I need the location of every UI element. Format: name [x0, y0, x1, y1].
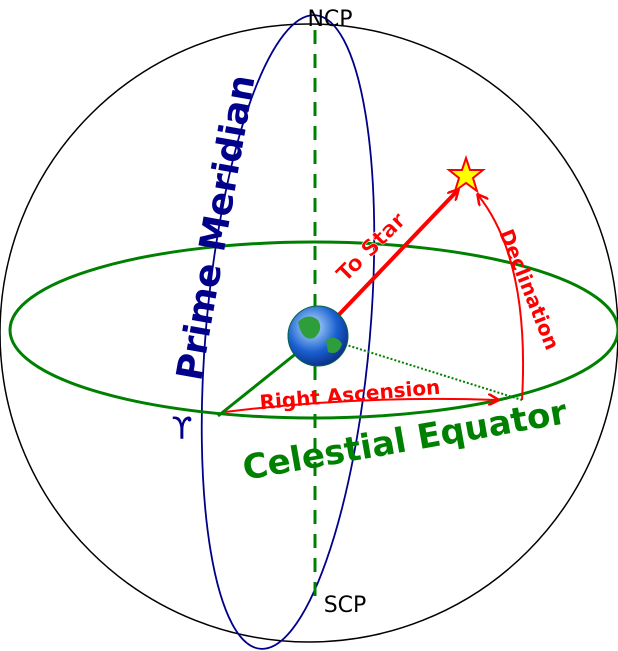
- prime-meridian-label: Prime Meridian: [169, 72, 263, 384]
- ncp-label: NCP: [307, 7, 352, 32]
- celestial-sphere-diagram: NCP SCP Prime Meridian To Star Declinati…: [0, 0, 618, 651]
- star: [449, 158, 483, 191]
- scp-label: SCP: [324, 593, 367, 618]
- earth: [288, 306, 348, 366]
- vernal-equinox-label: ϒ: [172, 412, 193, 447]
- declination-label: Declination: [494, 226, 564, 354]
- right-ascension-label: Right Ascension: [259, 375, 442, 415]
- page: {"labels": {"ncp": "NCP", "scp": "SCP", …: [0, 0, 618, 651]
- to-star-label: To Star: [332, 208, 411, 287]
